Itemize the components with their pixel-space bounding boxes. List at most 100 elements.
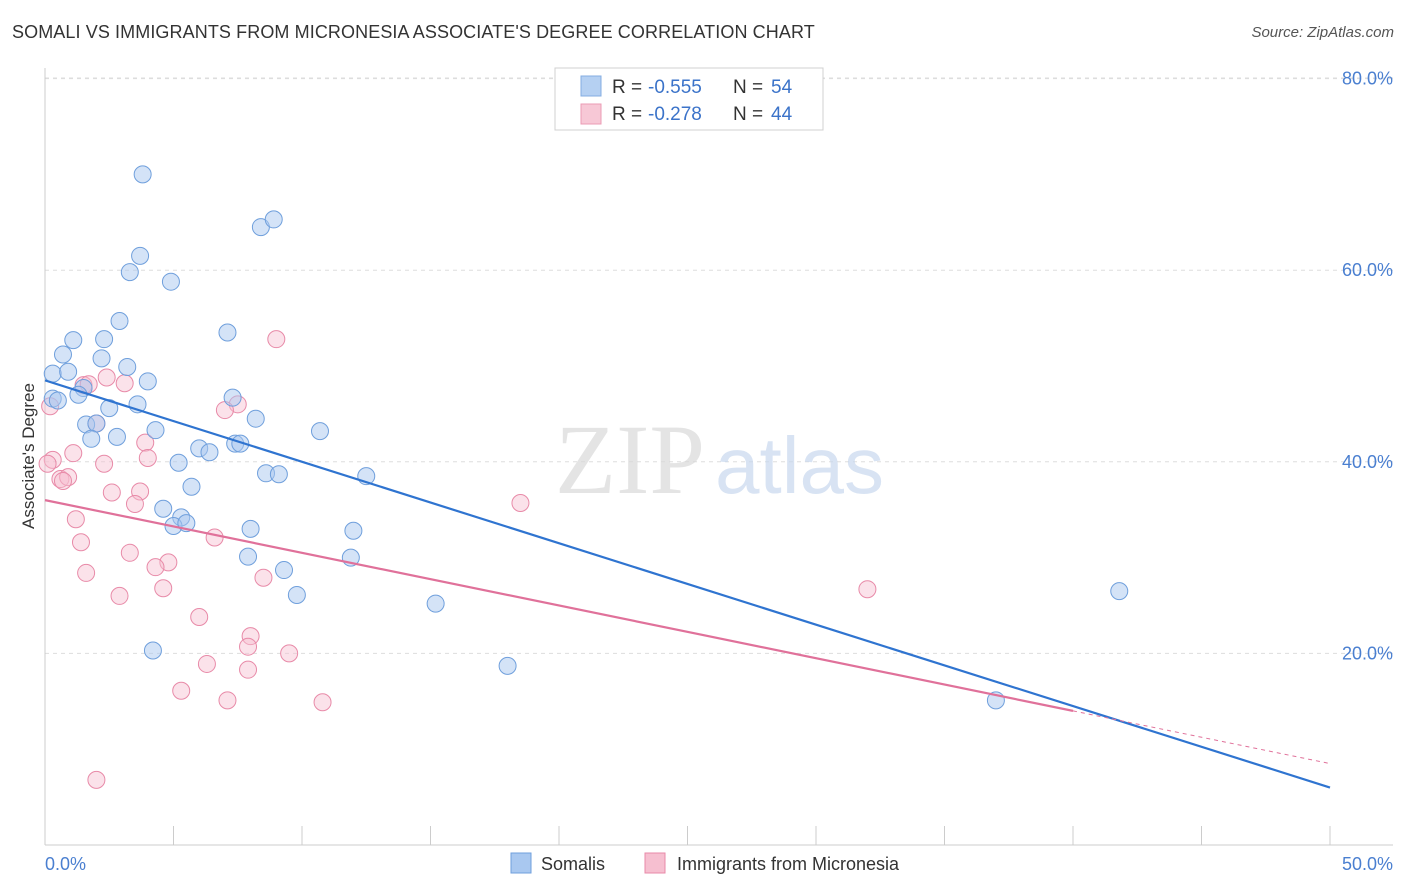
point-somalis [53,345,72,364]
gridlines [45,77,1393,654]
point-somalis [82,429,101,448]
point-micronesia [267,330,286,349]
y-tick-labels: 20.0% 40.0% 60.0% 80.0% [1342,69,1393,664]
series-somalis-points [43,165,1129,710]
point-micronesia [218,691,237,710]
trend-lines [44,379,1331,789]
point-micronesia [239,637,258,656]
x-tick-label-max: 50.0% [1342,854,1393,874]
x-tick-label-min: 0.0% [45,854,86,874]
stats-legend-swatch-micronesia [580,103,602,125]
point-micronesia [115,374,134,393]
point-somalis [110,311,129,330]
point-micronesia [66,510,85,529]
point-micronesia [858,580,877,599]
bottom-legend: Somalis Immigrants from Micronesia [510,852,900,874]
point-micronesia [125,494,144,513]
point-somalis [48,391,67,410]
watermark-atlas: atlas [715,421,884,510]
point-somalis [275,561,294,580]
point-micronesia [77,563,96,582]
point-micronesia [190,607,209,626]
point-somalis [200,443,219,462]
legend-swatch-micronesia [644,852,666,874]
point-somalis [120,263,139,282]
point-somalis [107,427,126,446]
stats-n-value-2: 44 [771,104,793,125]
point-micronesia [110,586,129,605]
point-somalis [1110,582,1129,601]
point-micronesia [146,558,165,577]
y-axis-label: Associate's Degree [19,383,38,529]
stats-r-value-1: -0.555 [648,77,702,98]
watermark: ZIP atlas [555,404,884,515]
point-somalis [131,246,150,265]
point-somalis [231,434,250,453]
point-somalis [161,272,180,291]
point-somalis [426,594,445,613]
point-micronesia [205,528,224,547]
point-somalis [87,414,106,433]
point-micronesia [138,448,157,467]
point-micronesia [97,368,116,387]
point-somalis [92,349,111,368]
point-somalis [218,323,237,342]
y-tick-label: 60.0% [1342,260,1393,280]
point-micronesia [120,543,139,562]
trend-line-micronesia [44,499,1074,712]
point-micronesia [254,568,273,587]
chart-title: SOMALI VS IMMIGRANTS FROM MICRONESIA ASS… [12,22,815,42]
point-somalis [146,421,165,440]
point-somalis [118,357,137,376]
stats-n-label-2: N = [733,104,763,125]
point-micronesia [197,654,216,673]
legend-label-micronesia: Immigrants from Micronesia [677,854,900,874]
point-somalis [169,453,188,472]
stats-r-label-1: R = [612,77,642,98]
legend-label-somalis: Somalis [541,854,605,874]
point-micronesia [239,660,258,679]
point-micronesia [95,454,114,473]
point-micronesia [53,471,72,490]
stats-legend-swatch-somalis [580,75,602,97]
point-micronesia [280,644,299,663]
point-micronesia [71,533,90,552]
point-micronesia [511,493,530,512]
watermark-zip: ZIP [555,404,705,515]
point-somalis [64,331,83,350]
point-micronesia [172,681,191,700]
y-tick-label: 40.0% [1342,452,1393,472]
point-somalis [246,409,265,428]
stats-legend: R = -0.555 N = 54 R = -0.278 N = 44 [554,67,824,131]
point-micronesia [38,454,57,473]
point-somalis [95,330,114,349]
y-tick-label: 20.0% [1342,643,1393,663]
trend-line-micronesia-extension [1072,710,1331,765]
point-micronesia [51,470,70,489]
point-micronesia [136,433,155,452]
point-somalis [269,465,288,484]
point-somalis [264,210,283,229]
point-somalis [241,519,260,538]
point-somalis [154,499,173,518]
stats-r-value-2: -0.278 [648,104,702,125]
x-tick-labels: 0.0% 50.0% [45,854,1393,874]
stats-r-label-2: R = [612,104,642,125]
point-somalis [138,372,157,391]
point-somalis [344,521,363,540]
point-somalis [133,165,152,184]
point-somalis [182,477,201,496]
point-somalis [43,364,62,383]
source-label: Source: ZipAtlas.com [1251,24,1394,41]
point-somalis [239,547,258,566]
point-somalis [498,656,517,675]
stats-n-value-1: 54 [771,77,793,98]
stats-n-label-1: N = [733,77,763,98]
point-micronesia [87,770,106,789]
point-somalis [223,388,242,407]
point-micronesia [154,579,173,598]
point-somalis [287,585,306,604]
point-micronesia [241,627,260,646]
point-somalis [143,641,162,660]
